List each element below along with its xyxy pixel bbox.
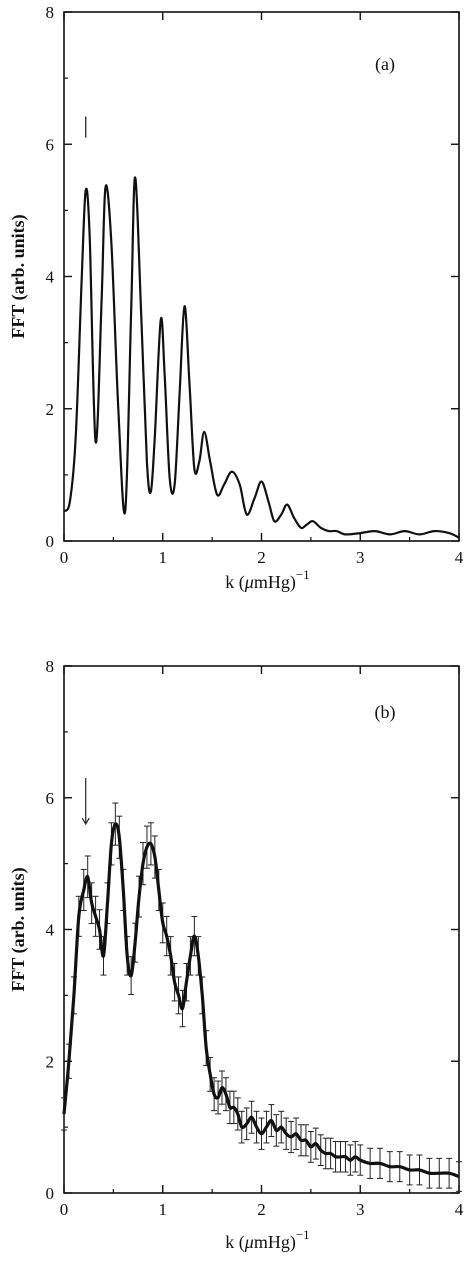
x-tick-label: 4 (455, 548, 464, 567)
x-axis-label-mu: μ (244, 1232, 254, 1252)
y-tick-label: 6 (46, 789, 55, 808)
x-axis-label-exponent: −1 (296, 567, 310, 582)
y-axis-label: FFT (arb. units) (8, 214, 29, 338)
y-axis-label: FFT (arb. units) (8, 867, 29, 991)
x-axis-label-exponent: −1 (296, 1227, 310, 1242)
x-tick-label: 4 (455, 1200, 464, 1219)
x-tick-label: 1 (159, 1200, 168, 1219)
x-tick-label: 3 (356, 1200, 365, 1219)
x-tick-label: 0 (60, 548, 69, 567)
x-axis-label-mu: μ (244, 572, 254, 592)
x-axis-label-prefix: k ( (225, 572, 245, 593)
x-axis-label-unit: mHg) (254, 572, 296, 593)
x-axis-label: k (μmHg)−1 (225, 1227, 309, 1253)
x-axis-label-unit: mHg) (254, 1232, 296, 1253)
x-tick-label: 2 (257, 548, 266, 567)
x-axis-label-prefix: k ( (225, 1232, 245, 1253)
panel-label: (b) (375, 702, 396, 723)
y-tick-label: 4 (46, 921, 55, 940)
peak-arrow-head (81, 817, 90, 826)
y-tick-label: 2 (46, 1052, 55, 1071)
y-tick-label: 6 (46, 135, 55, 154)
x-tick-label: 0 (60, 1200, 69, 1219)
y-tick-label: 2 (46, 400, 55, 419)
panel-label: (a) (375, 54, 395, 75)
plot-frame (63, 11, 460, 542)
y-tick-label: 4 (46, 268, 55, 287)
series-line (62, 822, 460, 1179)
x-tick-label: 2 (257, 1200, 266, 1219)
y-tick-label: 0 (46, 1184, 55, 1203)
series-line (63, 176, 460, 539)
plot-frame (63, 665, 460, 1194)
x-tick-label: 3 (356, 548, 365, 567)
x-axis-label: k (μmHg)−1 (225, 567, 309, 593)
y-tick-label: 0 (46, 532, 55, 551)
y-tick-label: 8 (46, 3, 55, 22)
panel-a: 0 1 2 3 4 0 2 4 6 8 k (μmHg)−1 FFT (arb. units) (a) (8, 3, 464, 593)
panel-b: 0 1 2 3 4 0 2 4 6 8 k (μmHg)−1 FFT (arb. units) (b) (8, 657, 464, 1253)
y-tick-label: 8 (46, 657, 55, 676)
x-tick-label: 1 (159, 548, 168, 567)
